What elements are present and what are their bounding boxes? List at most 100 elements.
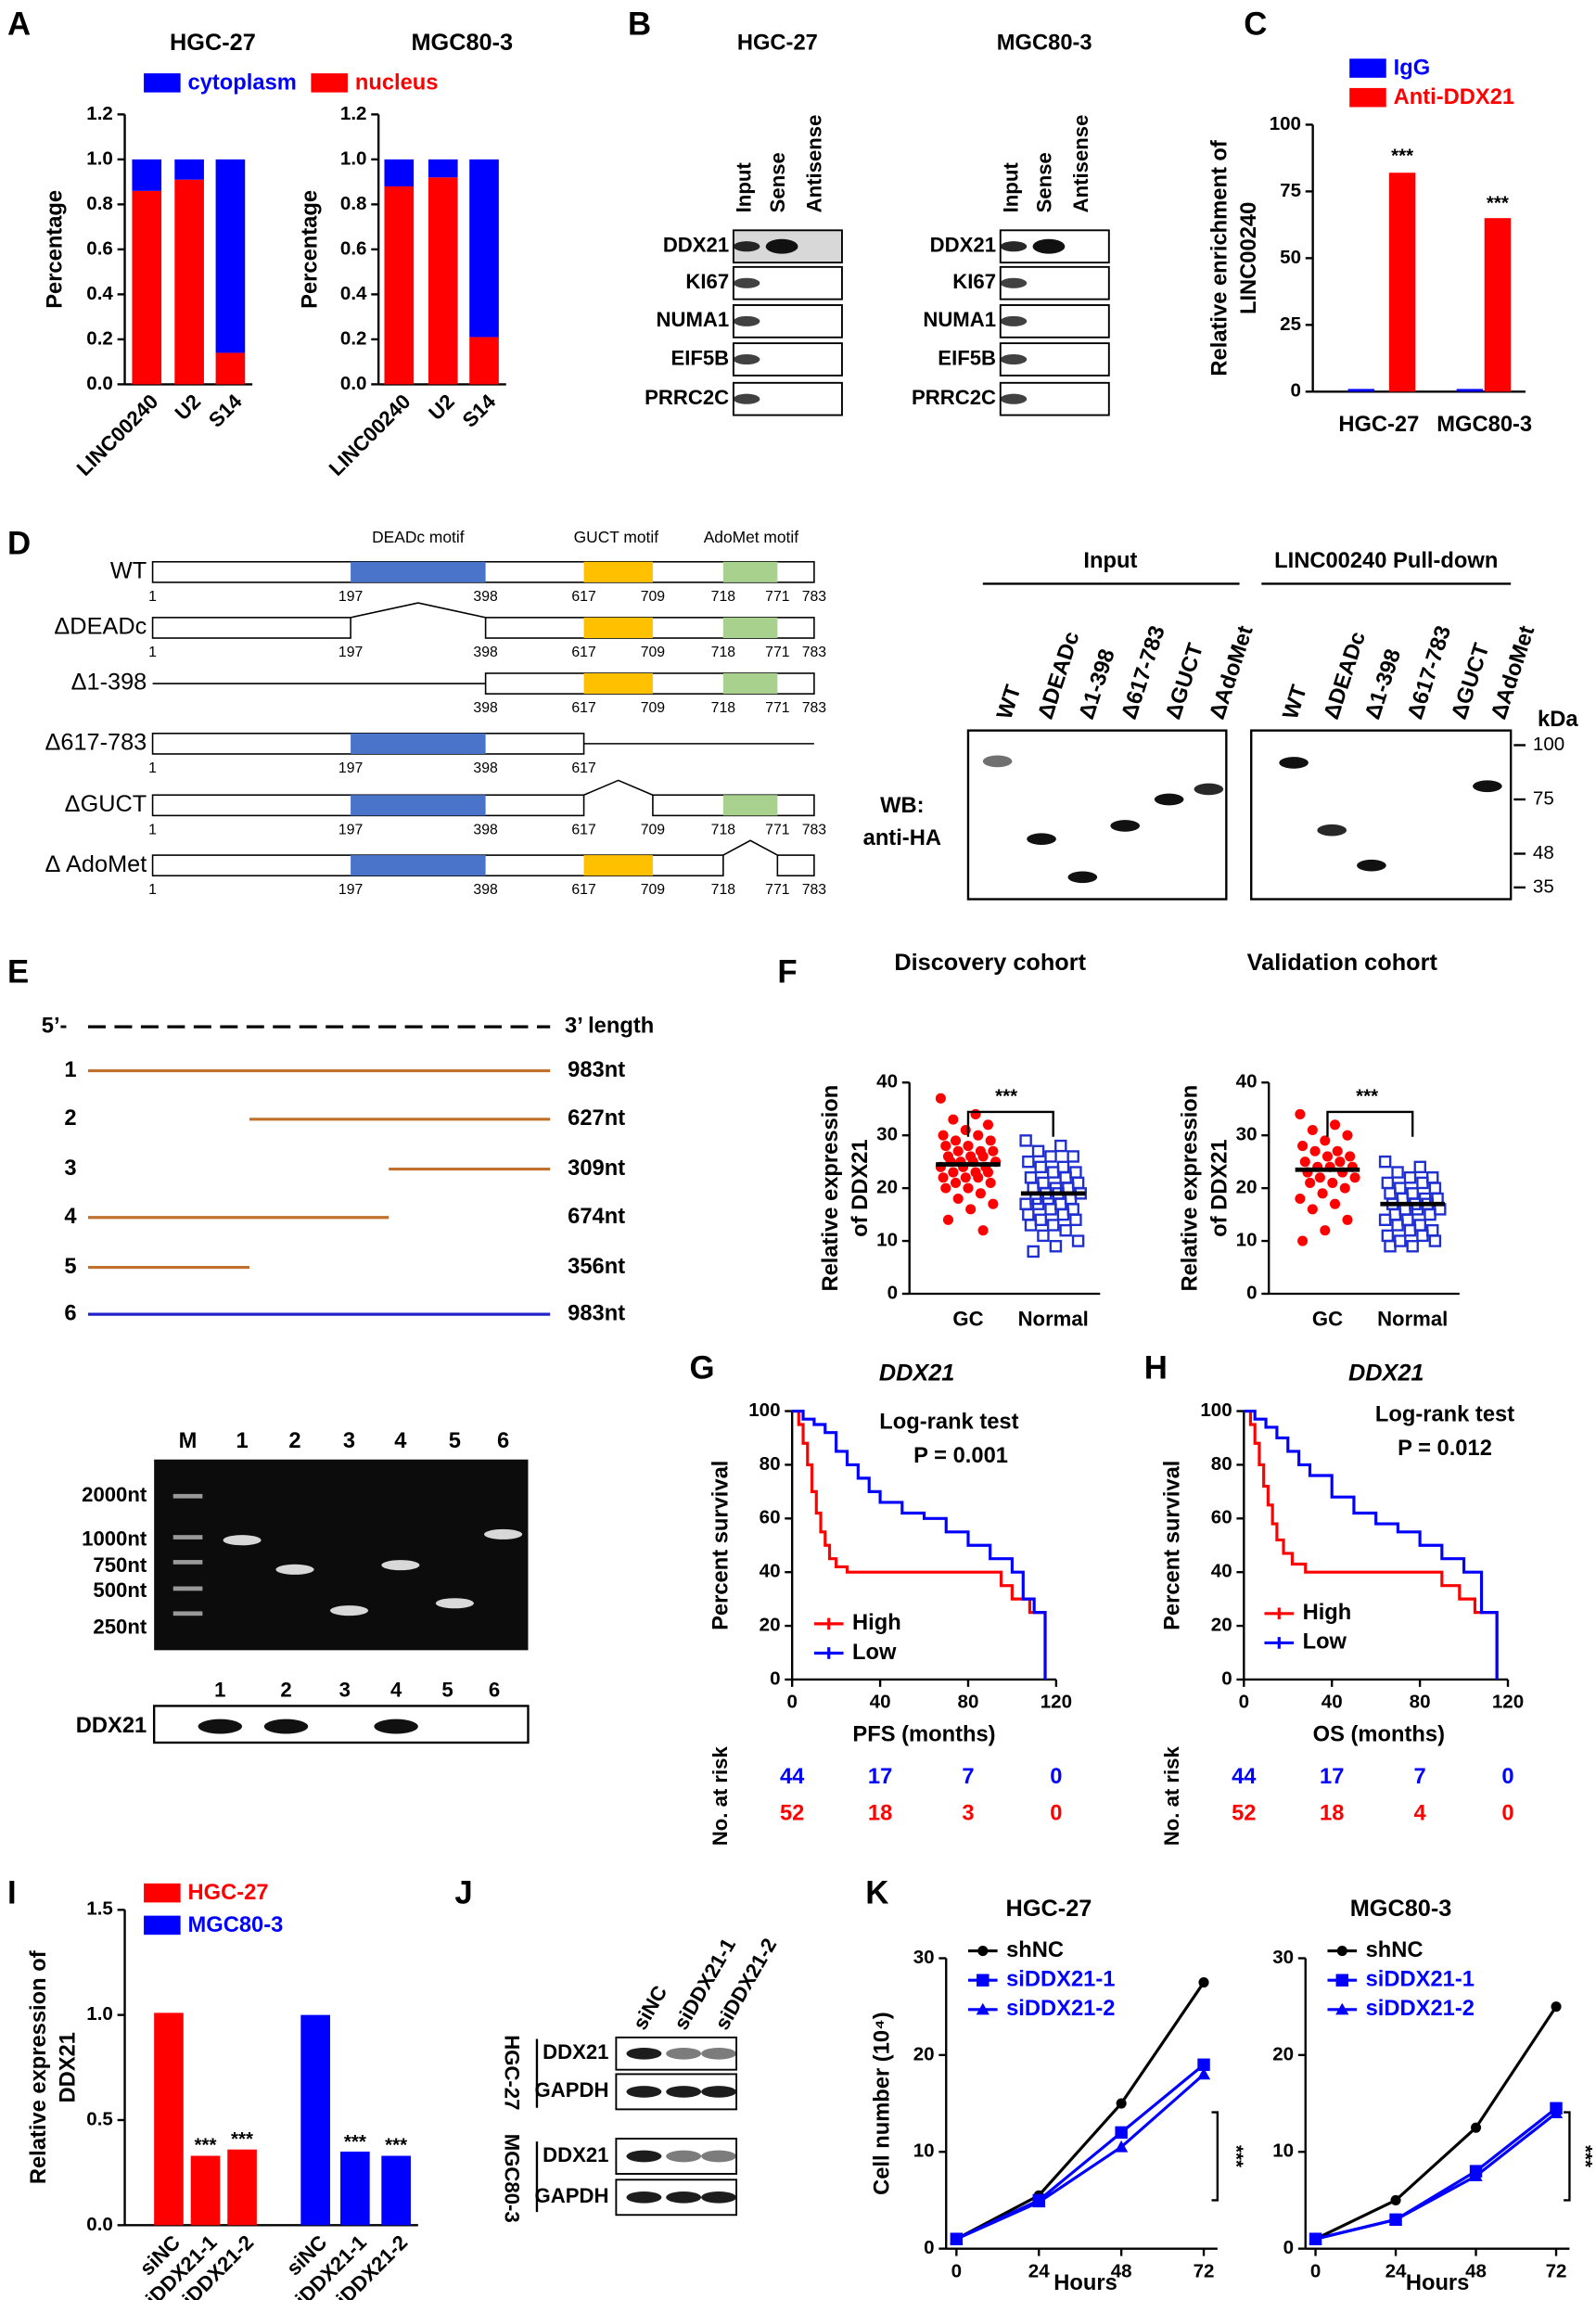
marker — [1345, 1151, 1356, 1162]
protein-label: EIF5B — [938, 346, 996, 369]
band — [198, 1719, 243, 1734]
marker — [1056, 1208, 1070, 1221]
cell-line-label: MGC80-3 — [501, 2134, 524, 2223]
y-tick-label: 20 — [913, 2043, 935, 2064]
marker — [1309, 1145, 1321, 1156]
lane-label: 6 — [489, 1678, 500, 1701]
marker — [1381, 1229, 1395, 1243]
ladder-band — [172, 1586, 203, 1591]
line — [1315, 2112, 1558, 2241]
domain — [583, 561, 653, 582]
panel-label: B — [628, 7, 651, 43]
marker-label: 48 — [1533, 842, 1554, 863]
marker — [1470, 2122, 1482, 2133]
blot-title: MGC80-3 — [997, 32, 1092, 56]
legend-label: siDDX21-2 — [1006, 1997, 1115, 2021]
y-tick-label: 0 — [924, 2237, 934, 2258]
y-tick-label: 50 — [1280, 247, 1301, 268]
band — [1027, 833, 1056, 846]
band — [701, 2150, 737, 2163]
y-tick-label: 10 — [1236, 1229, 1258, 1250]
domain — [722, 795, 778, 816]
lane-label: WT — [1279, 682, 1312, 722]
y-tick-label: 40 — [760, 1561, 781, 1582]
fragment-label: 3 — [64, 1156, 76, 1181]
lane-label: Antisense — [1069, 115, 1092, 213]
y-tick-label: 30 — [876, 1124, 898, 1145]
marker — [1342, 1214, 1353, 1225]
position-label: 771 — [765, 822, 790, 837]
protein-label: NUMA1 — [656, 308, 729, 331]
band — [982, 755, 1013, 768]
panel-label: I — [7, 1876, 17, 1911]
y-tick-label: 20 — [1211, 1615, 1232, 1636]
x-axis-label: OS (months) — [1313, 1722, 1445, 1746]
annotation: *** — [231, 2128, 253, 2150]
y-tick-label: 10 — [1272, 2140, 1294, 2162]
protein-label: EIF5B — [670, 346, 729, 369]
marker — [1297, 1141, 1309, 1152]
marker — [1330, 1119, 1341, 1131]
band — [1067, 871, 1098, 884]
bar — [1388, 172, 1416, 392]
marker — [1390, 2194, 1401, 2205]
legend-label: Low — [1303, 1630, 1347, 1655]
band — [1000, 277, 1028, 288]
marker — [1332, 1145, 1343, 1156]
position-label: 197 — [338, 760, 363, 776]
lane-label: ΔGUCT — [1161, 640, 1208, 722]
marker — [1401, 1213, 1414, 1227]
marker — [950, 1135, 962, 1146]
marker — [988, 1198, 999, 1209]
marker — [942, 1214, 953, 1225]
marker — [977, 1151, 989, 1162]
x-tick-label: U2 — [171, 390, 206, 425]
y-axis-label: Relative expression of — [27, 1950, 51, 2184]
risk-value: 52 — [1232, 1802, 1256, 1826]
marker — [1044, 1203, 1057, 1216]
end-label: 5’- — [42, 1014, 68, 1038]
marker — [938, 1130, 949, 1141]
deletion — [583, 779, 654, 796]
position-label: 197 — [338, 822, 363, 837]
bracket — [1211, 2111, 1219, 2202]
legend-swatch — [311, 73, 348, 93]
marker — [1406, 1240, 1419, 1253]
position-label: 718 — [711, 589, 736, 605]
band — [223, 1535, 262, 1546]
risk-value: 4 — [1414, 1802, 1427, 1826]
risk-value: 0 — [1501, 1802, 1513, 1826]
panel-label: A — [7, 7, 31, 43]
bar — [215, 352, 246, 385]
risk-value: 0 — [1050, 1765, 1062, 1789]
marker — [950, 2232, 964, 2244]
bar — [174, 179, 204, 385]
chart-title: HGC-27 — [170, 30, 256, 56]
marker — [1071, 1234, 1085, 1247]
risk-value: 7 — [962, 1765, 974, 1789]
annotation: P = 0.001 — [913, 1444, 1008, 1468]
position-label: 1 — [148, 760, 157, 776]
marker — [985, 1135, 996, 1146]
annotation: Log-rank test — [879, 1410, 1018, 1434]
domain — [722, 561, 778, 582]
marker — [1413, 1160, 1426, 1174]
marker — [1027, 1245, 1040, 1259]
risk-value: 3 — [962, 1802, 974, 1826]
x-tick-label: 48 — [1465, 2260, 1487, 2281]
y-tick-label: 0 — [1291, 380, 1301, 402]
fragment-label: 4 — [64, 1205, 77, 1229]
y-tick-label: 1.5 — [86, 1898, 113, 1920]
ladder-band — [172, 1493, 203, 1499]
position-label: 783 — [802, 822, 827, 837]
construct-label: ΔDEADc — [54, 614, 147, 640]
x-tick-label: 80 — [1410, 1692, 1431, 1713]
annotation: Log-rank test — [1375, 1403, 1514, 1427]
position-label: 398 — [473, 882, 498, 898]
chart-title: MGC80-3 — [1350, 1896, 1452, 1922]
band — [733, 393, 760, 404]
legend-label: Anti-DDX21 — [1394, 85, 1514, 109]
position-label: 709 — [641, 700, 666, 716]
marker — [1388, 2213, 1403, 2225]
group-label: LINC00240 Pull-down — [1274, 549, 1498, 573]
